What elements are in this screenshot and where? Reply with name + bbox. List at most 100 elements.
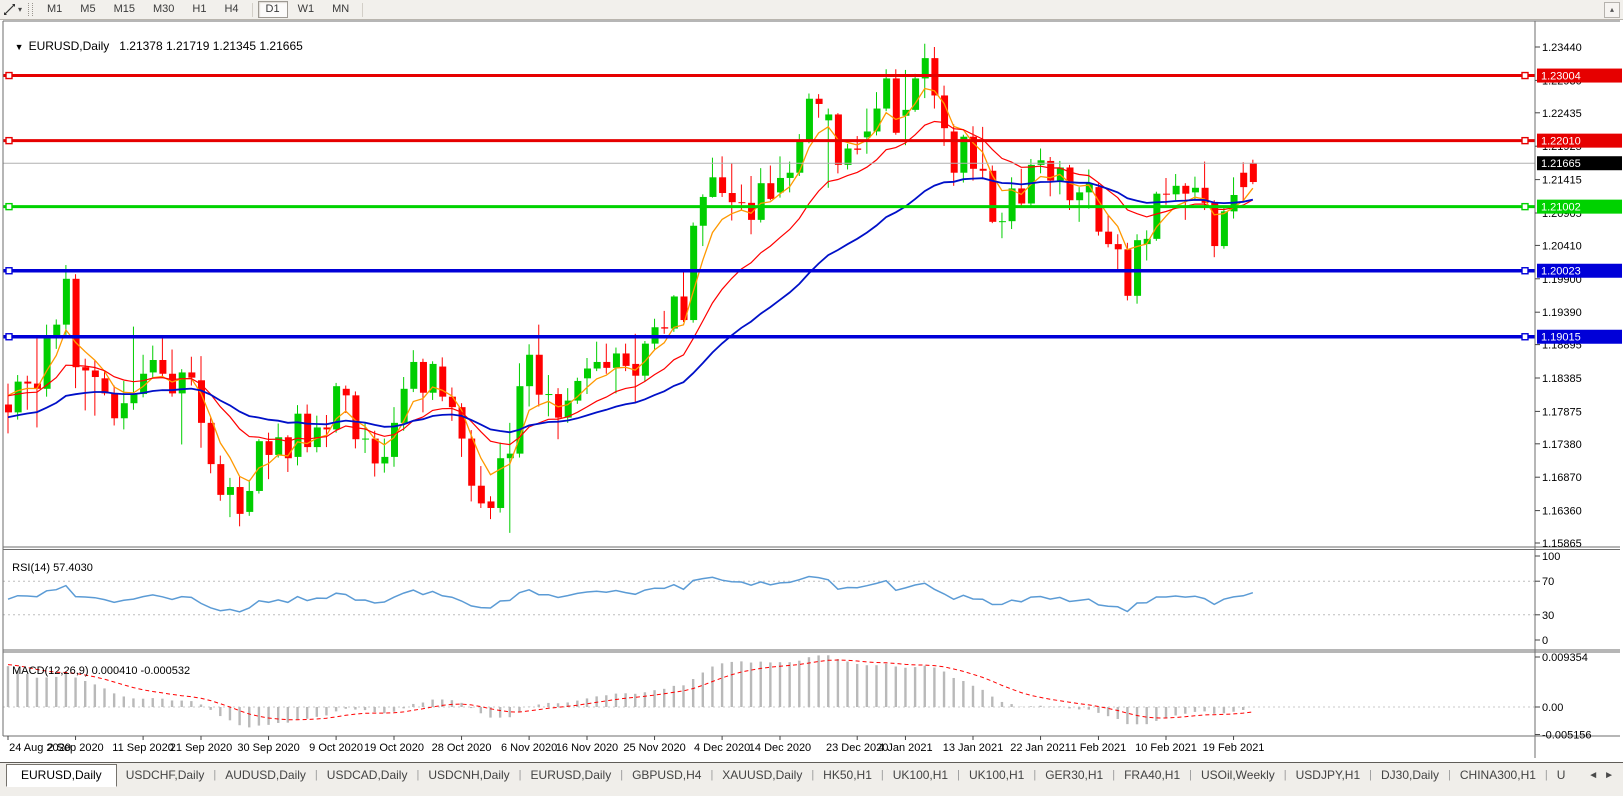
horizontal-line-1.22010[interactable]: [3, 136, 1535, 145]
candle-body: [342, 388, 350, 396]
candle-body: [323, 427, 331, 430]
candle-body: [1105, 231, 1113, 245]
candle-body: [545, 394, 553, 396]
tab-separator: |: [710, 769, 714, 781]
chart-tab-GER30-H1[interactable]: GER30,H1: [1045, 768, 1104, 782]
tabs-scroll-right-icon[interactable]: ►: [1604, 769, 1614, 781]
timeframe-button-W1[interactable]: W1: [297, 3, 315, 15]
date-label: 1 Feb 2021: [1071, 742, 1127, 754]
date-label: 19 Oct 2020: [364, 742, 424, 754]
date-label: 2 Sep 2020: [47, 742, 103, 754]
candle-body: [236, 487, 244, 514]
candle-body: [757, 183, 765, 220]
horizontal-line-1.20023[interactable]: [3, 267, 1535, 275]
chart-tab-AUDUSD-Daily[interactable]: AUDUSD,Daily: [225, 768, 306, 782]
chart-tab-USOil-Weekly[interactable]: USOil,Weekly: [1200, 768, 1275, 782]
crosshair-tool-button[interactable]: ▾: [0, 3, 26, 16]
candle-body: [670, 296, 678, 329]
timeframe-button-H4[interactable]: H4: [224, 3, 239, 15]
rsi-line: [7, 575, 1254, 613]
toolbar-overflow-button[interactable]: ▴: [1604, 2, 1620, 18]
chart-title: ▼ EURUSD,Daily 1.21378 1.21719 1.21345 1.2…: [8, 25, 303, 53]
line-handle: [5, 333, 13, 341]
chart-tab-EURUSD-Daily[interactable]: EURUSD,Daily: [530, 768, 612, 782]
rsi-axis-label: 30: [1542, 610, 1554, 622]
price-tick-label: 1.22435: [1542, 108, 1582, 120]
horizontal-line-1.21002[interactable]: [3, 202, 1535, 211]
candle-body: [304, 413, 312, 448]
price-tick-label: 1.18385: [1542, 373, 1582, 385]
candle-body: [825, 114, 833, 121]
candle-body: [1047, 160, 1055, 181]
svg-text:1.23004: 1.23004: [1541, 71, 1581, 83]
tool-dropdown-caret-icon[interactable]: ▾: [18, 5, 23, 14]
price-label-1.22010: 1.22010: [1537, 133, 1622, 148]
tab-separator: |: [957, 769, 960, 781]
candle-body: [1066, 167, 1074, 201]
timeframe-button-M15[interactable]: M15: [113, 3, 135, 15]
tab-separator: |: [880, 769, 884, 781]
chart-tab-XAUUSD-Daily[interactable]: XAUUSD,Daily: [722, 768, 803, 782]
chart-tab-GBPUSD-H4[interactable]: GBPUSD,H4: [632, 768, 702, 782]
tabs-scroll-left-icon[interactable]: ◄: [1588, 769, 1599, 781]
toolbar-grip[interactable]: [28, 3, 34, 16]
chart-tab-USDCNH-Daily[interactable]: USDCNH,Daily: [428, 768, 510, 782]
horizontal-line-1.19015[interactable]: [3, 333, 1535, 341]
candlestick-series[interactable]: [5, 43, 1257, 533]
price-tick-label: 1.15865: [1542, 538, 1582, 550]
rsi-panel[interactable]: [3, 575, 1535, 616]
candle-body: [188, 372, 196, 378]
candle-body: [111, 393, 119, 419]
date-label: 19 Feb 2021: [1203, 742, 1265, 754]
rsi-name: RSI(14): [12, 562, 51, 574]
price-tick-label: 1.16360: [1542, 506, 1582, 518]
ma-mid-line: [7, 120, 1254, 446]
price-axis[interactable]: 1.234401.229301.224351.219251.214151.209…: [1535, 42, 1582, 550]
chart-tab-USDCHF-Daily[interactable]: USDCHF,Daily: [125, 768, 205, 782]
chart-tab-FRA40-H1[interactable]: FRA40,H1: [1124, 768, 1181, 782]
candle-body: [699, 196, 707, 226]
date-label: 24 Aug 2020: [9, 742, 71, 754]
tab-separator: |: [213, 769, 217, 781]
candle-body: [970, 136, 977, 169]
chart-tab-CHINA300-H1[interactable]: CHINA300,H1: [1459, 768, 1536, 782]
timeframe-button-M5[interactable]: M5: [80, 3, 96, 15]
chart-tab-DJ30-Daily[interactable]: DJ30,Daily: [1380, 768, 1440, 782]
timeframe-button-MN[interactable]: MN: [332, 3, 350, 15]
chart-tab-EURUSD-Daily[interactable]: EURUSD,Daily: [6, 763, 117, 787]
timeframe-button-H1[interactable]: H1: [192, 3, 207, 15]
date-label: 22 Jan 2021: [1010, 742, 1071, 754]
timeframe-button-M30[interactable]: M30: [152, 3, 175, 15]
chart-tab-USDJPY-H1[interactable]: USDJPY,H1: [1295, 768, 1361, 782]
chart-menu-caret-icon[interactable]: ▼: [14, 42, 24, 52]
timeframe-button-M1[interactable]: M1: [47, 3, 63, 15]
chart-tab-HK50-H1[interactable]: HK50,H1: [823, 768, 872, 782]
date-label: 28 Oct 2020: [432, 742, 492, 754]
date-label: 11 Sep 2020: [112, 742, 174, 754]
horizontal-line-1.23004[interactable]: [3, 71, 1535, 80]
candle-body: [1143, 238, 1151, 245]
line-handle: [5, 202, 13, 211]
chart-tab-U[interactable]: U: [1556, 768, 1566, 782]
chart-tab-UK100-H1[interactable]: UK100,H1: [968, 768, 1025, 782]
chart-tab-UK100-H1[interactable]: UK100,H1: [892, 768, 949, 782]
date-label: 6 Nov 2020: [501, 742, 557, 754]
candle-body: [728, 193, 736, 203]
candle-body: [120, 403, 128, 419]
timeframe-button-D1[interactable]: D1: [257, 1, 288, 18]
tab-separator: |: [518, 769, 522, 781]
chart-tab-USDCAD-Daily[interactable]: USDCAD,Daily: [326, 768, 408, 782]
current-price-label: 1.21665: [1537, 156, 1622, 171]
candle-body: [680, 296, 688, 321]
price-tick-label: 1.19390: [1542, 307, 1582, 319]
date-label: 16 Nov 2020: [556, 742, 618, 754]
candle-body: [863, 131, 871, 138]
candle-body: [400, 388, 408, 423]
candle-body: [555, 394, 563, 418]
macd-panel[interactable]: [3, 655, 1535, 728]
candle-body: [593, 361, 601, 369]
candle-body: [82, 367, 90, 371]
tab-separator: |: [1189, 769, 1192, 781]
